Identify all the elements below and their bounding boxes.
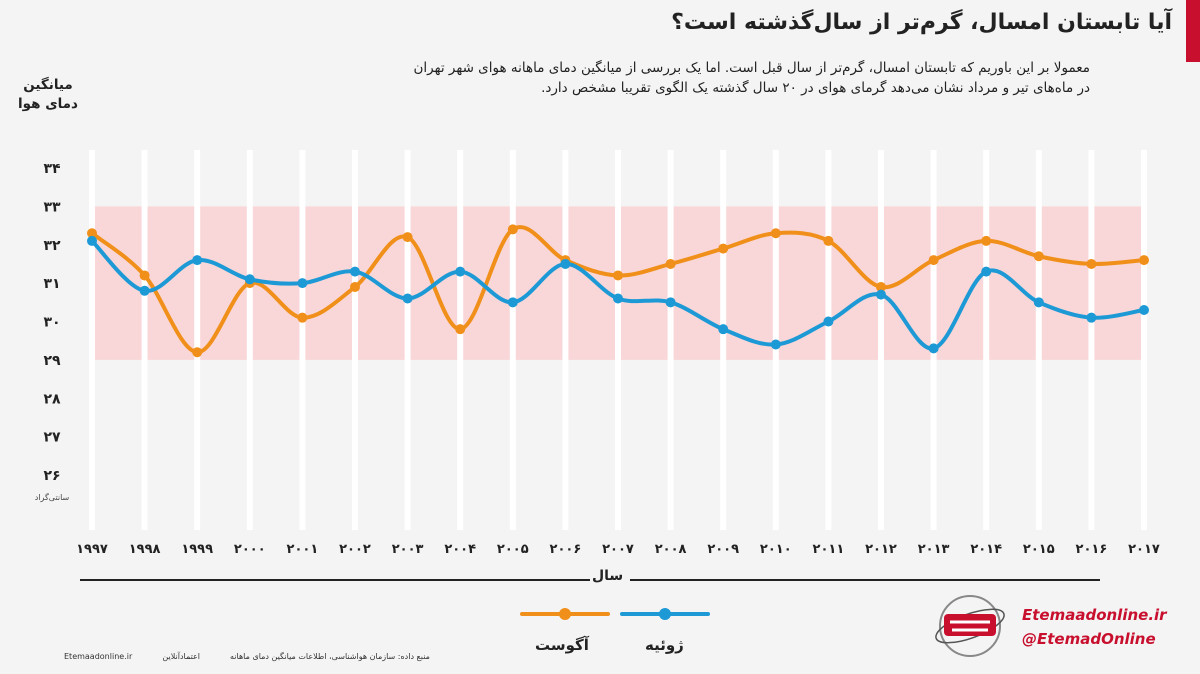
data-point (665, 297, 676, 308)
x-tick-label: ۲۰۰۲ (339, 542, 371, 557)
footer-source: منبع داده: سازمان هواشناسی، اطلاعات میان… (230, 652, 430, 661)
x-tick-label: ۲۰۱۲ (865, 542, 897, 557)
x-tick-label: ۱۹۹۹ (181, 542, 213, 557)
x-tick-label: ۲۰۱۶ (1076, 542, 1108, 557)
data-point (613, 293, 623, 304)
description-line-2: در ماه‌های تیر و مرداد نشان می‌دهد گرمای… (541, 80, 1090, 96)
data-point (560, 258, 571, 269)
data-point (139, 285, 150, 296)
y-tick-label: ۳۴ (43, 161, 61, 177)
data-point (1086, 312, 1097, 323)
x-tick-label: ۲۰۰۸ (655, 542, 687, 557)
data-point (350, 281, 360, 292)
data-point (928, 343, 939, 354)
footer-site: Etemaadonline.ir (64, 652, 133, 661)
data-point (718, 324, 729, 335)
y-tick-label: ۲۸ (43, 391, 61, 407)
data-point (665, 258, 676, 269)
data-point (297, 278, 308, 289)
x-axis-line-right (630, 579, 1100, 581)
x-tick-label: ۲۰۰۷ (602, 542, 634, 557)
data-point (402, 232, 413, 243)
data-point (297, 312, 308, 323)
data-point (1033, 251, 1044, 262)
legend-july-label: ژوئیه (645, 636, 684, 654)
data-point (876, 281, 886, 292)
data-point (192, 255, 203, 266)
y-tick-label: ۲۹ (43, 353, 61, 369)
data-point (455, 324, 466, 335)
data-point (1086, 258, 1097, 269)
data-point (770, 339, 781, 350)
y-tick-label: ۳۳ (43, 199, 61, 215)
data-point (1139, 304, 1149, 315)
data-point (718, 243, 729, 254)
brand-logo (935, 595, 1005, 657)
y-tick-label: ۲۶ (43, 468, 60, 484)
data-point (823, 316, 834, 327)
y-axis-label: میانگین دمای هوا (18, 77, 78, 112)
y-tick-label: ۳۰ (43, 315, 60, 331)
y-tick-label: ۳۱ (43, 276, 60, 292)
footer-brand: اعتمادآنلاین (162, 652, 200, 661)
data-point (192, 347, 203, 358)
data-point (613, 270, 623, 281)
data-point (1139, 255, 1149, 266)
data-point (244, 274, 255, 285)
x-tick-label: ۲۰۰۰ (234, 542, 266, 557)
x-tick-label: ۲۰۱۰ (760, 542, 792, 557)
x-tick-label: ۲۰۰۳ (392, 542, 424, 557)
data-point (87, 235, 97, 246)
x-axis-line-left (80, 579, 590, 581)
legend-august-label: آگوست (535, 636, 589, 654)
brand-handle[interactable]: @EtemadOnline (1022, 630, 1156, 648)
x-tick-label: ۱۹۹۷ (76, 542, 108, 557)
x-tick-label: ۲۰۰۴ (444, 542, 476, 557)
data-point (507, 224, 518, 235)
data-point (823, 235, 834, 246)
legend-july-line (620, 608, 710, 620)
x-tick-label: ۲۰۱۷ (1128, 542, 1160, 557)
data-point (350, 266, 360, 277)
description: معمولا بر این باوریم که تابستان امسال، گ… (90, 58, 1090, 98)
x-tick-label: ۲۰۰۵ (497, 542, 529, 557)
data-point (876, 289, 886, 300)
page-title: آیا تابستان امسال، گرم‌تر از سال‌گذشته ا… (671, 10, 1172, 35)
x-axis-label: سال (592, 568, 624, 584)
legend-july (620, 608, 710, 620)
description-line-1: معمولا بر این باوریم که تابستان امسال، گ… (413, 60, 1090, 76)
data-point (139, 270, 150, 281)
x-tick-label: ۲۰۰۱ (287, 542, 319, 557)
legend-august-line (520, 608, 610, 620)
legend-august (520, 608, 610, 620)
legend-july-dot (659, 608, 671, 620)
unit-label: سانتی‌گراد (34, 493, 70, 502)
data-point (981, 266, 992, 277)
data-point (87, 228, 97, 239)
data-point (1033, 297, 1044, 308)
y-tick-label: ۲۷ (43, 430, 61, 446)
data-point (455, 266, 466, 277)
legend-august-dot (559, 608, 571, 620)
data-point (507, 297, 518, 308)
x-tick-label: ۲۰۱۴ (970, 542, 1002, 557)
data-point (981, 235, 992, 246)
data-point (770, 228, 781, 239)
x-tick-label: ۱۹۹۸ (129, 542, 161, 557)
y-tick-label: ۳۲ (43, 238, 61, 254)
x-tick-label: ۲۰۱۱ (813, 542, 845, 557)
x-tick-label: ۲۰۰۶ (550, 542, 582, 557)
x-tick-label: ۲۰۰۹ (707, 542, 739, 557)
accent-bar (1186, 0, 1200, 62)
data-point (928, 255, 939, 266)
brand-site[interactable]: Etemaadonline.ir (1022, 606, 1167, 624)
x-tick-label: ۲۰۱۵ (1023, 542, 1055, 557)
x-tick-label: ۲۰۱۳ (918, 542, 950, 557)
data-point (402, 293, 413, 304)
